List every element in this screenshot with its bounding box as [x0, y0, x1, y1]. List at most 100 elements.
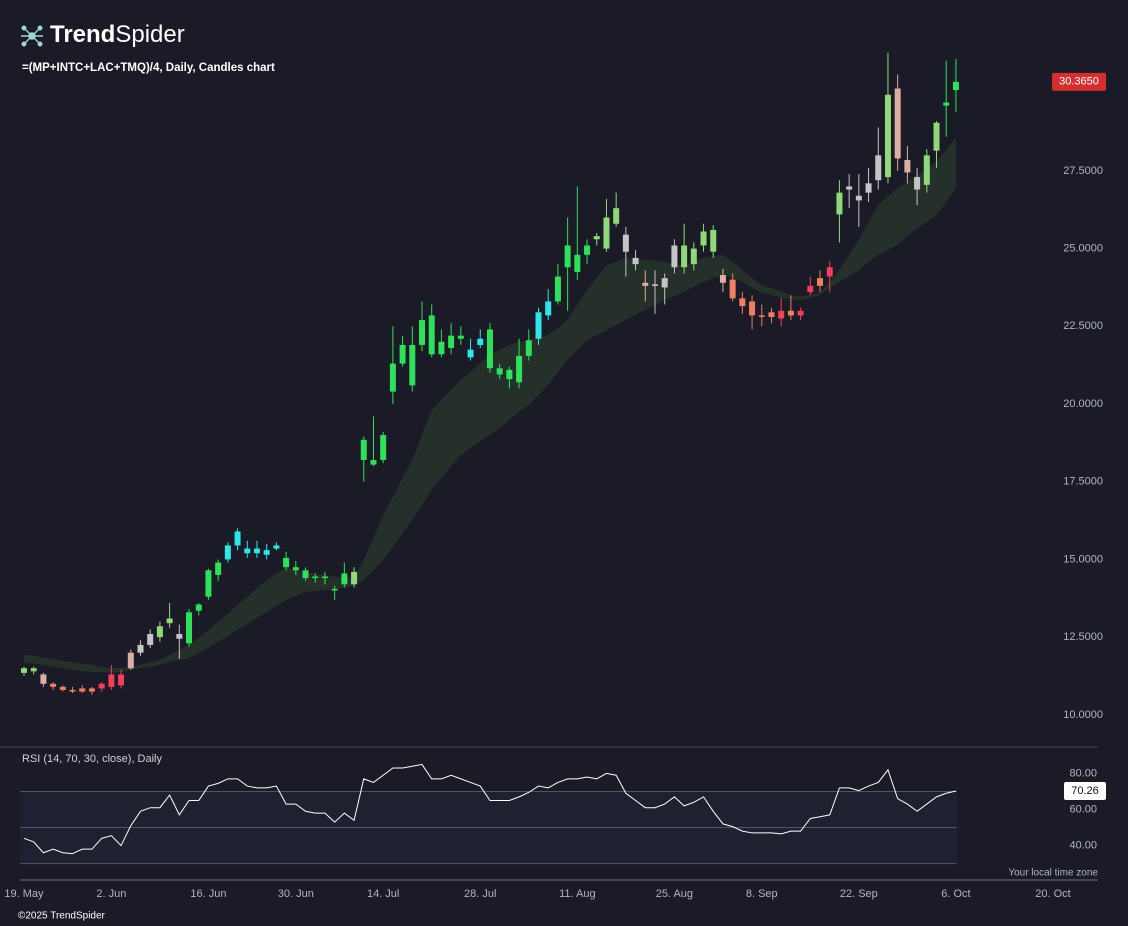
candle-body [943, 102, 950, 106]
y-tick-label: 22.5000 [1063, 320, 1103, 332]
candle-body [642, 282, 649, 286]
candle-body [88, 688, 95, 692]
candle-body [739, 298, 746, 307]
candle-body [166, 618, 173, 624]
rsi-value-label: 70.26 [1071, 785, 1099, 797]
candle-body [574, 254, 581, 272]
candle-body [195, 604, 202, 611]
candle-body [477, 338, 484, 345]
logo-light: Spider [115, 21, 184, 48]
candle-body [778, 310, 785, 319]
y-tick-label: 10.0000 [1063, 709, 1103, 721]
candle-body [234, 531, 241, 546]
x-tick-label: 30. Jun [278, 888, 314, 900]
candle-body [875, 155, 882, 181]
candle-body [661, 278, 668, 288]
candle-body [79, 688, 86, 692]
candle-body [749, 301, 756, 316]
y-tick-label: 17.5000 [1063, 476, 1103, 488]
candle-body [700, 231, 707, 246]
candle-body [613, 208, 620, 224]
candle-body [457, 335, 464, 339]
candle-body [535, 312, 542, 339]
candle-body [516, 355, 523, 383]
candle-body [690, 248, 697, 265]
candle-body [855, 195, 862, 201]
candle-body [98, 683, 105, 689]
candle-body [312, 576, 319, 579]
candle-body [545, 301, 552, 316]
candle-body [40, 674, 47, 684]
rsi-value-box [1064, 781, 1106, 800]
last-price-label: 30.3650 [1059, 76, 1099, 88]
candle-body [584, 245, 591, 255]
candle-body [244, 548, 251, 554]
candle-body [389, 363, 396, 392]
chart-title: =(MP+INTC+LAC+TMQ)/4, Daily, Candles cha… [22, 62, 275, 74]
candle-body [205, 570, 212, 597]
candle-body [137, 644, 144, 653]
y-tick-label: 40.00 [1069, 839, 1097, 851]
logo-text: TrendSpider [50, 21, 185, 48]
candle-body [593, 236, 600, 240]
candle-body [826, 267, 833, 277]
x-tick-label: 2. Jun [96, 888, 126, 900]
candle-body [467, 349, 474, 358]
candle-body [448, 335, 455, 349]
candle-body [59, 686, 66, 690]
x-tick-label: 25. Aug [656, 888, 693, 900]
candle-body [797, 310, 804, 316]
candle-body [108, 674, 115, 687]
candle-body [283, 557, 290, 568]
candle-body [118, 674, 125, 686]
x-tick-label: 8. Sep [746, 888, 778, 900]
candle-body [321, 576, 328, 579]
y-tick-label: 80.00 [1069, 767, 1097, 779]
candle-body [554, 276, 561, 302]
footer: ©2025 TrendSpider [18, 911, 106, 922]
candle-body [186, 612, 193, 644]
x-tick-label: 11. Aug [559, 888, 596, 900]
logo-bold: Trend [50, 21, 115, 48]
candle-body [127, 652, 134, 669]
candle-body [399, 344, 406, 364]
logo-icon [21, 25, 43, 47]
x-tick-label: 16. Jun [190, 888, 226, 900]
candle-body [671, 245, 678, 268]
candle-body [729, 279, 736, 299]
candle-body [224, 545, 231, 560]
candle-body [603, 217, 610, 249]
candle-body [914, 177, 921, 190]
candle-body [273, 545, 280, 549]
candle-body [253, 548, 260, 554]
y-tick-label: 27.5000 [1063, 165, 1103, 177]
candle-body [865, 183, 872, 193]
y-tick-label: 60.00 [1069, 803, 1097, 815]
candle-body [215, 562, 222, 575]
candle-body [884, 94, 891, 178]
candle-body [496, 368, 503, 375]
candle-body [622, 234, 629, 252]
candle-body [719, 275, 726, 283]
candle-body [787, 310, 794, 316]
candle-body [651, 284, 658, 286]
candle-body [564, 245, 571, 268]
candle-body [952, 81, 959, 91]
candle-body [817, 278, 824, 286]
candle-body [302, 570, 309, 579]
candle-body [710, 229, 717, 252]
x-tick-label: 14. Jul [367, 888, 399, 900]
y-tick-label: 25.0000 [1063, 243, 1103, 255]
candle-body [69, 689, 76, 692]
candle-body [681, 245, 688, 268]
x-tick-label: 28. Jul [464, 888, 496, 900]
candle-body [21, 668, 27, 673]
candle-body [768, 312, 775, 317]
candle-body [486, 329, 493, 369]
x-tick-label: 22. Sep [840, 888, 878, 900]
x-tick-label: 20. Oct [1035, 888, 1070, 900]
y-tick-label: 15.0000 [1063, 553, 1103, 565]
candle-body [438, 341, 445, 355]
